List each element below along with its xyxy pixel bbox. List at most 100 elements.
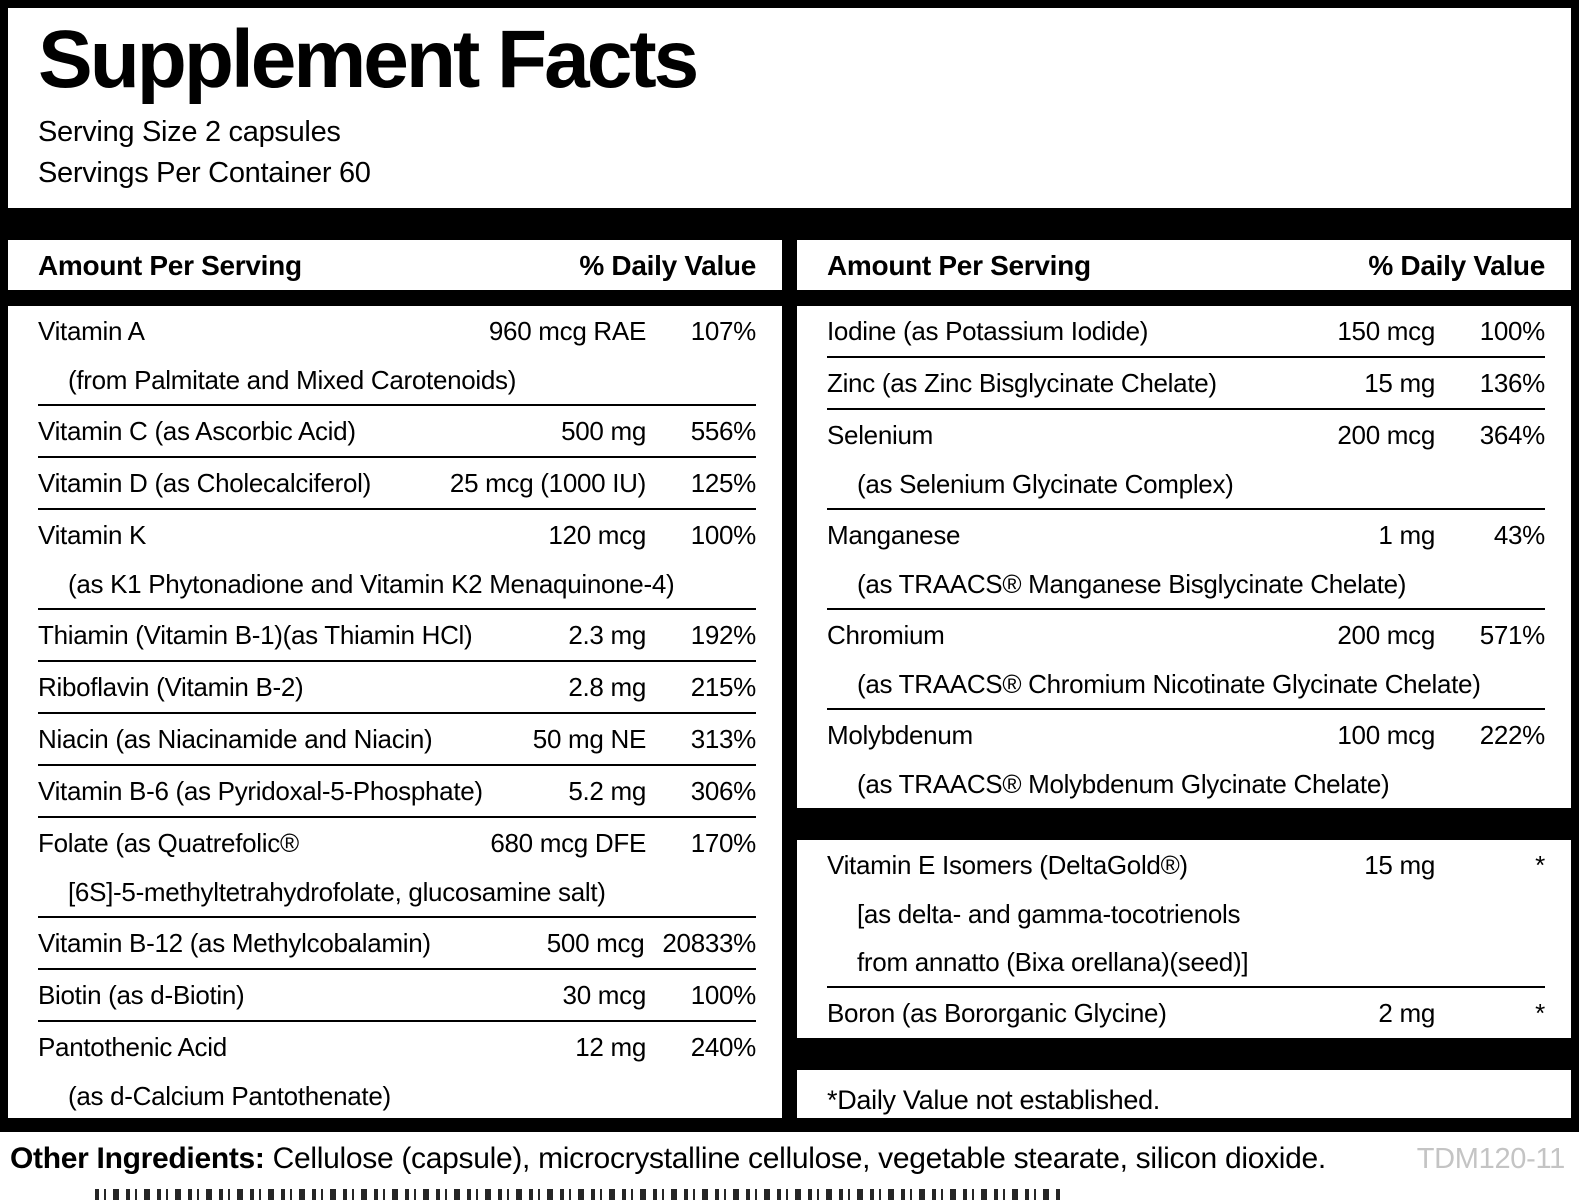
- vertical-divider: [782, 239, 797, 1118]
- bottom-strip: Other Ingredients: Cellulose (capsule), m…: [0, 1132, 1579, 1176]
- nutrient-amount: 12 mg: [575, 1031, 646, 1062]
- left-header-bar: [8, 289, 782, 306]
- nutrient-amount: 15 mg: [1364, 849, 1435, 880]
- nutrient-row: Molybdenum 100 mcg 222% (as TRAACS® Molybde…: [827, 707, 1545, 808]
- section-divider-bar: [797, 1037, 1571, 1070]
- other-ingredients: Other Ingredients: Cellulose (capsule), m…: [10, 1142, 1326, 1176]
- nutrient-name: Manganese: [827, 519, 961, 550]
- nutrient-row: Boron (as Bororganic Glycine) 2 mg *: [827, 985, 1545, 1038]
- nutrient-name: Folate (as Quatrefolic®: [38, 827, 299, 858]
- nutrient-amount: 200 mcg: [1337, 419, 1435, 450]
- nutrient-amount: 15 mg: [1364, 367, 1435, 398]
- nutrient-row: Selenium 200 mcg 364% (as Selenium Glycinat…: [827, 407, 1546, 508]
- nutrient-amount: 100 mcg: [1337, 719, 1435, 750]
- nutrient-row: Folate (as Quatrefolic® 680 mcg DFE 170% [6…: [38, 815, 757, 916]
- nutrient-subtext: (as K1 Phytonadione and Vitamin K2 Menaq…: [68, 568, 675, 599]
- nutrient-name: Biotin (as d-Biotin): [38, 979, 245, 1010]
- nutrient-subtext: (from Palmitate and Mixed Carotenoids): [68, 364, 517, 395]
- nutrient-subtext: (as Selenium Glycinate Complex): [857, 468, 1234, 499]
- nutrient-row: Manganese 1 mg 43% (as TRAACS® Manganese Bi…: [827, 507, 1545, 608]
- header-block: Supplement Facts Serving Size 2 capsules…: [8, 8, 1571, 194]
- nutrient-daily-value: 170%: [690, 827, 757, 858]
- nutrient-amount: 1 mg: [1378, 519, 1435, 550]
- nutrient-amount: 2 mg: [1378, 997, 1435, 1028]
- nutrient-subtext: (as TRAACS® Manganese Bisglycinate Chela…: [857, 568, 1407, 599]
- nutrient-name: Vitamin B-6 (as Pyridoxal-5-Phosphate): [38, 775, 483, 806]
- nutrient-name: Vitamin C (as Ascorbic Acid): [38, 415, 356, 446]
- nutrient-row: Vitamin E Isomers (DeltaGold®) 15 mg * [as …: [827, 840, 1545, 986]
- nutrient-name: Pantothenic Acid: [38, 1031, 227, 1062]
- nutrient-daily-value: 215%: [690, 671, 757, 702]
- servings-per-container: Servings Per Container 60: [38, 156, 371, 189]
- nutrient-row: Riboflavin (Vitamin B-2) 2.8 mg 215%: [38, 659, 757, 712]
- nutrient-daily-value: 571%: [1479, 619, 1546, 650]
- daily-value-header: % Daily Value: [1368, 249, 1545, 281]
- page-title: Supplement Facts: [38, 14, 699, 105]
- nutrient-name: Selenium: [827, 419, 933, 450]
- nutrient-amount: 25 mcg (1000 IU): [449, 467, 646, 498]
- nutrient-row: Niacin (as Niacinamide and Niacin) 50 mg …: [38, 711, 757, 764]
- nutrient-name: Vitamin E Isomers (DeltaGold®): [827, 849, 1188, 880]
- nutrient-daily-value: 556%: [690, 415, 757, 446]
- nutrient-row: Vitamin A 960 mcg RAE 107% (from Palmitate …: [38, 306, 756, 404]
- nutrient-amount: 150 mcg: [1337, 315, 1435, 346]
- nutrient-subtext: [as delta- and gamma-tocotrienols: [857, 898, 1241, 929]
- amount-per-serving-header: Amount Per Serving: [38, 249, 302, 281]
- nutrient-daily-value: 240%: [690, 1031, 757, 1062]
- nutrient-amount: 960 mcg RAE: [488, 315, 646, 346]
- product-code: TDM120-11: [1416, 1143, 1566, 1175]
- nutrient-row: Pantothenic Acid 12 mg 240% (as d-Calcium P…: [38, 1019, 757, 1120]
- left-column-header: Amount Per Serving % Daily Value: [38, 240, 756, 290]
- section-divider-bar: [797, 807, 1571, 840]
- nutrient-row: Biotin (as d-Biotin) 30 mcg 100%: [38, 967, 756, 1020]
- right-column: Amount Per Serving % Daily Value Iodine …: [797, 240, 1571, 1118]
- other-nutrient-rows: Vitamin E Isomers (DeltaGold®) 15 mg * [as …: [827, 840, 1545, 1038]
- top-divider-bar: [8, 207, 1571, 240]
- daily-value-footnote: *Daily Value not established.: [827, 1084, 1161, 1115]
- nutrient-name: Iodine (as Potassium Iodide): [827, 315, 1149, 346]
- nutrient-row: Zinc (as Zinc Bisglycinate Chelate) 15 mg…: [827, 355, 1545, 408]
- nutrient-daily-value: *: [1535, 849, 1545, 880]
- left-column: Amount Per Serving % Daily Value Vitamin…: [8, 240, 782, 1118]
- nutrient-amount: 30 mcg: [562, 979, 647, 1010]
- nutrient-amount: 120 mcg: [548, 519, 646, 550]
- nutrient-daily-value: 100%: [690, 519, 757, 550]
- nutrient-name: Vitamin B-12 (as Methylcobalamin): [38, 927, 431, 958]
- nutrient-amount: 680 mcg DFE: [490, 827, 646, 858]
- nutrient-name: Riboflavin (Vitamin B-2): [38, 671, 304, 702]
- nutrient-daily-value: 43%: [1493, 519, 1545, 550]
- nutrient-row: Chromium 200 mcg 571% (as TRAACS® Chromium …: [827, 607, 1546, 708]
- other-ingredients-label: Other Ingredients:: [10, 1142, 265, 1175]
- serving-size: Serving Size 2 capsules: [38, 115, 341, 148]
- nutrient-subtext: from annatto (Bixa orellana)(seed)]: [857, 946, 1249, 977]
- right-column-header: Amount Per Serving % Daily Value: [827, 240, 1545, 290]
- nutrient-row: Vitamin K 120 mcg 100% (as K1 Phytonadione …: [38, 507, 757, 608]
- nutrient-daily-value: 100%: [1479, 315, 1546, 346]
- nutrient-amount: 200 mcg: [1337, 619, 1435, 650]
- facts-box: Supplement Facts Serving Size 2 capsules…: [0, 0, 1579, 1132]
- nutrient-daily-value: 107%: [690, 315, 757, 346]
- nutrient-name: Niacin (as Niacinamide and Niacin): [38, 723, 433, 754]
- daily-value-header: % Daily Value: [579, 249, 756, 281]
- nutrient-row: Iodine (as Potassium Iodide) 150 mcg 100%: [827, 306, 1545, 356]
- nutrient-name: Molybdenum: [827, 719, 973, 750]
- nutrient-row: Thiamin (Vitamin B-1)(as Thiamin HCl) 2.3…: [38, 607, 756, 660]
- nutrient-subtext: [6S]-5-methyltetrahydrofolate, glucosami…: [68, 876, 606, 907]
- nutrient-row: Vitamin B-6 (as Pyridoxal-5-Phosphate) 5.…: [38, 763, 757, 816]
- nutrient-name: Boron (as Bororganic Glycine): [827, 997, 1167, 1028]
- nutrient-daily-value: 364%: [1479, 419, 1546, 450]
- nutrient-daily-value: 306%: [690, 775, 757, 806]
- right-header-bar: [797, 289, 1571, 306]
- nutrient-row: Vitamin D (as Cholecalciferol) 25 mcg (10…: [38, 455, 756, 508]
- nutrient-amount: 2.3 mg: [568, 619, 646, 650]
- nutrient-amount: 5.2 mg: [568, 775, 646, 806]
- nutrient-daily-value: 313%: [690, 723, 757, 754]
- mineral-rows: Iodine (as Potassium Iodide) 150 mcg 100% Z…: [827, 306, 1545, 808]
- nutrient-name: Vitamin D (as Cholecalciferol): [38, 467, 371, 498]
- nutrient-amount: 500 mg: [561, 415, 646, 446]
- amount-per-serving-header: Amount Per Serving: [827, 249, 1091, 281]
- other-ingredients-text: Cellulose (capsule), microcrystalline ce…: [272, 1142, 1327, 1175]
- nutrient-name: Zinc (as Zinc Bisglycinate Chelate): [827, 367, 1217, 398]
- nutrient-amount: 2.8 mg: [568, 671, 646, 702]
